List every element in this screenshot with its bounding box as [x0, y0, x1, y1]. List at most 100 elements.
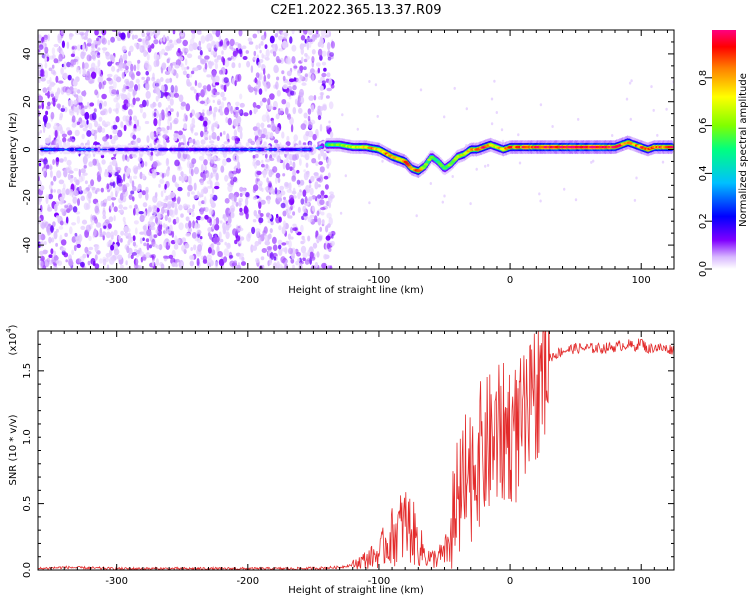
noise-speck	[66, 41, 70, 49]
noise-speck	[415, 214, 418, 218]
noise-speck	[305, 162, 309, 168]
noise-speck	[220, 91, 225, 98]
noise-speck	[292, 187, 296, 195]
noise-speck	[115, 94, 121, 100]
noise-speck	[139, 231, 145, 235]
noise-speck	[168, 105, 171, 109]
noise-speck	[292, 264, 295, 269]
noise-speck	[223, 39, 227, 47]
noise-speck	[238, 227, 244, 232]
noise-speck	[150, 151, 154, 156]
noise-speck	[149, 155, 153, 161]
noise-speck	[53, 43, 59, 48]
noise-speck	[319, 174, 323, 179]
noise-speck	[174, 263, 178, 268]
noise-speck	[223, 141, 230, 145]
noise-speck	[517, 133, 520, 137]
noise-speck	[102, 207, 106, 213]
noise-speck	[310, 175, 315, 182]
noise-speck	[187, 191, 191, 197]
noise-speck	[68, 258, 73, 267]
noise-speck	[145, 189, 149, 194]
noise-speck	[99, 74, 104, 82]
noise-speck	[202, 173, 206, 181]
noise-speck	[80, 51, 85, 60]
noise-speck	[167, 194, 173, 200]
noise-speck	[153, 52, 158, 61]
noise-speck	[243, 112, 249, 117]
noise-speck	[206, 180, 213, 185]
noise-speck	[60, 107, 66, 112]
noise-speck	[465, 107, 468, 111]
noise-speck	[96, 37, 99, 42]
y-tick-label: 1.0	[22, 429, 33, 445]
noise-speck	[132, 90, 137, 96]
noise-speck	[88, 246, 94, 251]
noise-speck	[198, 45, 201, 50]
noise-speck	[132, 235, 136, 242]
noise-speck	[182, 70, 187, 76]
noise-speck	[139, 104, 145, 108]
noise-speck	[66, 61, 71, 68]
noise-speck	[130, 254, 134, 259]
noise-speck	[90, 50, 96, 56]
noise-speck	[250, 65, 254, 73]
noise-speck	[224, 107, 230, 116]
noise-speck	[265, 163, 269, 169]
noise-speck	[577, 117, 580, 121]
noise-speck	[142, 39, 145, 48]
noise-speck	[329, 131, 334, 139]
noise-speck	[116, 254, 123, 260]
ridge-cell	[180, 148, 185, 151]
noise-speck	[330, 240, 335, 247]
noise-speck	[39, 185, 45, 191]
noise-speck	[277, 263, 283, 269]
noise-speck	[297, 206, 301, 213]
ridge-cell	[227, 147, 232, 152]
noise-speck	[219, 220, 223, 224]
noise-speck	[127, 87, 134, 92]
noise-speck	[84, 31, 89, 38]
noise-speck	[325, 95, 330, 99]
noise-speck	[38, 132, 41, 136]
noise-speck	[61, 105, 65, 109]
noise-speck	[157, 225, 163, 232]
noise-speck	[103, 225, 107, 229]
noise-speck	[222, 43, 228, 51]
noise-speck	[217, 100, 221, 106]
noise-speck	[109, 161, 113, 167]
noise-speck	[252, 154, 256, 159]
noise-speck	[61, 133, 67, 138]
noise-speck	[127, 232, 132, 241]
noise-speck	[108, 107, 112, 114]
noise-speck	[138, 211, 144, 215]
noise-speck	[38, 119, 41, 127]
noise-speck	[240, 236, 245, 241]
noise-speck	[209, 233, 212, 240]
noise-speck	[210, 156, 215, 164]
noise-speck	[50, 248, 54, 255]
noise-speck	[173, 132, 178, 138]
noise-speck	[327, 172, 331, 179]
noise-speck	[312, 242, 318, 249]
noise-speck	[156, 202, 161, 208]
noise-speck	[91, 129, 95, 134]
noise-speck	[128, 51, 131, 57]
noise-speck	[161, 64, 166, 69]
noise-speck	[319, 194, 325, 200]
noise-speck	[169, 122, 173, 131]
noise-speck	[38, 78, 41, 83]
noise-speck	[235, 235, 241, 242]
noise-speck	[166, 95, 171, 102]
ridge-cell	[115, 148, 120, 151]
noise-speck	[165, 78, 170, 84]
noise-speck	[289, 194, 294, 201]
noise-speck	[166, 35, 170, 42]
noise-speck	[176, 198, 181, 205]
noise-speck	[145, 192, 149, 201]
noise-speck	[191, 232, 197, 239]
noise-speck	[110, 169, 116, 175]
noise-speck	[269, 35, 275, 44]
noise-speck	[76, 66, 79, 73]
ridge-cell	[51, 148, 56, 151]
